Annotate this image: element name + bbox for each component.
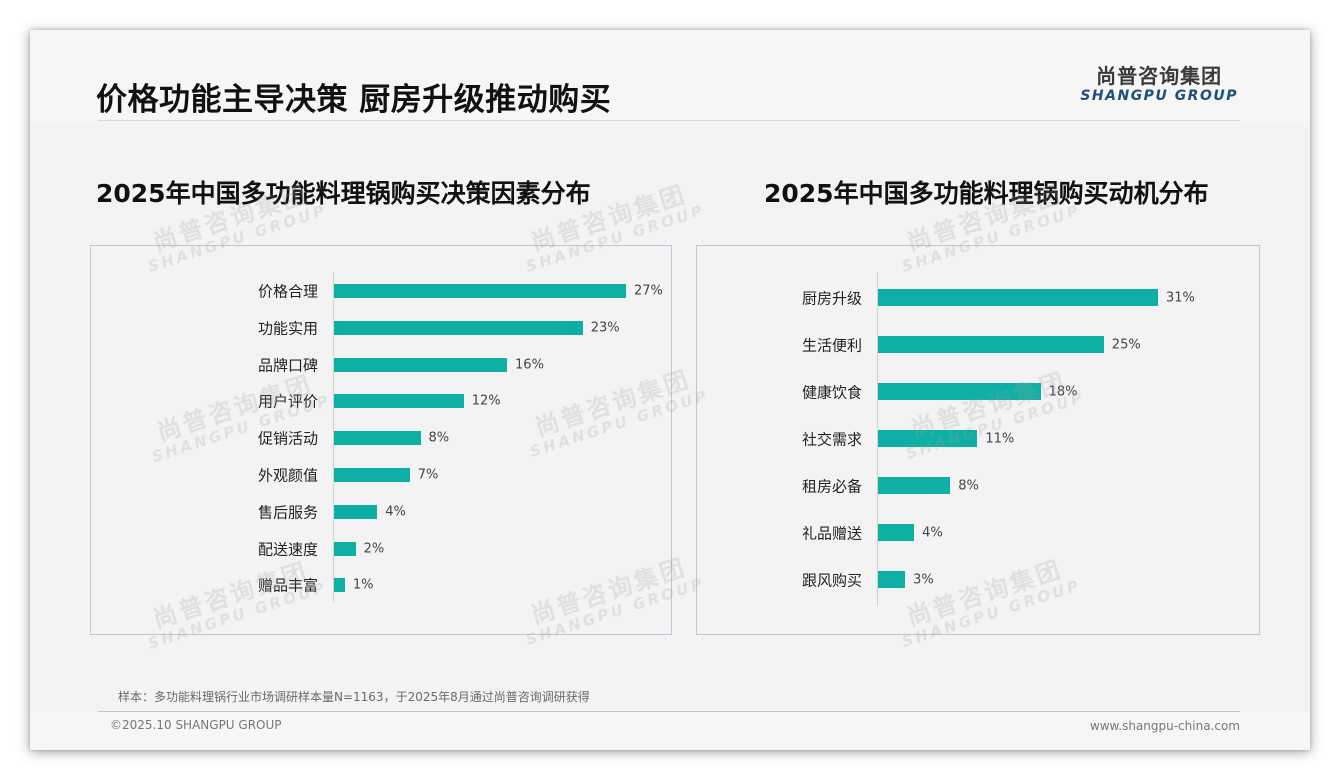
value-label: 8% [958,478,979,493]
bar-row: 社交需求 11% [802,430,1014,448]
bar-row: 赠品丰富 1% [258,577,373,595]
category-label: 社交需求 [801,430,862,448]
bar-row: 跟风购买 3% [802,571,934,589]
left-chart-title: 2025年中国多功能料理锅购买决策因素分布 [96,179,591,208]
category-label: 品牌口碑 [257,356,318,375]
bar-row: 配送速度 2% [258,540,384,558]
value-label: 23% [590,320,620,336]
category-label: 厨房升级 [801,289,862,307]
value-label: 25% [1111,337,1141,352]
value-label: 1% [352,577,374,593]
bar [334,394,464,409]
category-label: 租房必备 [801,477,862,495]
bar-row: 生活便利 25% [802,336,1141,354]
y-axis-line [877,272,878,606]
bar-row: 品牌口碑 16% [258,356,544,374]
value-label: 18% [1048,384,1078,399]
logo-cn-text: 尚普咨询集团 [1096,64,1223,88]
bar-row: 租房必备 8% [802,477,979,495]
bar-row: 礼品赠送 4% [802,524,943,542]
value-label: 3% [913,572,934,587]
bar [334,284,626,298]
bar [878,289,1158,306]
y-axis-line [333,272,334,602]
category-label: 用户评价 [257,392,318,411]
page-title: 价格功能主导决策 厨房升级推动购买 [96,82,612,118]
category-label: 赠品丰富 [257,576,318,595]
title-divider [98,120,1240,121]
footer-divider [98,711,1240,712]
bar-row: 健康饮食 18% [802,383,1077,401]
bar [334,431,421,446]
value-label: 16% [515,357,544,373]
category-label: 功能实用 [257,319,318,338]
bar [878,336,1104,353]
category-label: 促销活动 [257,429,318,448]
value-label: 4% [922,525,943,540]
category-label: 健康饮食 [801,383,862,401]
company-logo: 尚普咨询集团 SHANGPU GROUP [1080,64,1238,104]
value-label: 8% [428,430,450,446]
value-label: 7% [417,467,439,483]
value-label: 11% [985,431,1015,446]
bar [334,578,345,593]
decision-factors-chart: 价格合理 27% 功能实用 23% 品牌口碑 16% 用户评价 12% 促销活动 8% 外观颜值 7%… [90,245,672,635]
bar [878,383,1041,400]
value-label: 12% [471,393,501,409]
value-label: 2% [363,541,385,557]
category-label: 售后服务 [257,503,318,522]
website-link[interactable]: www.shangpu-china.com [1089,719,1240,733]
value-label: 4% [385,504,406,520]
bar-row: 促销活动 8% [258,430,449,448]
bar-row: 厨房升级 31% [802,289,1195,307]
category-label: 生活便利 [801,336,862,354]
value-label: 31% [1166,290,1195,305]
category-label: 外观颜值 [257,466,318,485]
bar [334,320,583,335]
purchase-motives-chart: 厨房升级 31% 生活便利 25% 健康饮食 18% 社交需求 11% 租房必备 8% 礼品赠送 4%… [696,245,1260,635]
bar [334,468,410,482]
bar [878,524,915,541]
logo-en-text: SHANGPU GROUP [1080,88,1238,104]
category-label: 跟风购买 [801,571,862,589]
category-label: 配送速度 [257,540,318,559]
right-chart-title: 2025年中国多功能料理锅购买动机分布 [764,179,1209,208]
header-band [30,30,1310,122]
bar [334,541,356,556]
bar-row: 售后服务 4% [258,503,406,521]
sample-footnote: 样本：多功能料理锅行业市场调研样本量N=1163，于2025年8月通过尚普咨询调… [118,690,590,704]
bar [334,504,378,519]
bar [878,477,951,494]
footer-band [30,712,1310,750]
bar [334,357,508,372]
bar [878,430,978,447]
bar-row: 功能实用 23% [258,319,620,337]
category-label: 礼品赠送 [801,524,862,542]
value-label: 27% [634,283,663,299]
bar-row: 外观颜值 7% [258,467,438,485]
category-label: 价格合理 [257,282,318,301]
bar-row: 用户评价 12% [258,393,501,411]
bar [878,571,906,588]
slide: 价格功能主导决策 厨房升级推动购买 尚普咨询集团 SHANGPU GROUP 2… [30,30,1310,750]
bar-row: 价格合理 27% [258,283,663,301]
copyright-text: ©2025.10 SHANGPU GROUP [110,718,282,732]
